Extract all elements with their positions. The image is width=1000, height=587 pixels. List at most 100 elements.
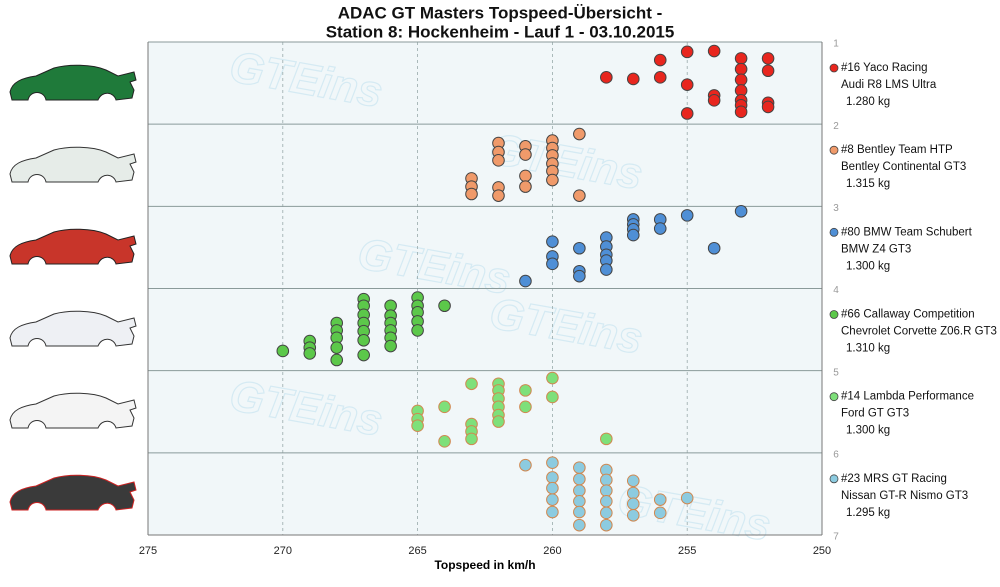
data-point xyxy=(761,52,775,65)
legend-label: #8 Bentley Team HTP xyxy=(841,144,953,156)
x-tick-label: 265 xyxy=(408,545,426,557)
data-point xyxy=(573,518,586,532)
data-point xyxy=(546,390,559,404)
legend-weight: 1.295 kg xyxy=(846,507,890,519)
data-point xyxy=(519,169,532,183)
data-point xyxy=(546,471,559,484)
data-point xyxy=(573,472,586,486)
data-point xyxy=(519,274,532,288)
car-images xyxy=(9,64,137,511)
data-point xyxy=(600,495,613,508)
car-image xyxy=(9,310,137,347)
data-point xyxy=(761,64,775,78)
chart-title: ADAC GT Masters Topspeed-Übersicht - xyxy=(338,3,663,22)
y-tick-label: 5 xyxy=(833,367,839,378)
data-point xyxy=(492,189,505,202)
data-point xyxy=(653,506,667,520)
data-point xyxy=(600,263,613,276)
data-point xyxy=(438,299,451,313)
data-point xyxy=(330,353,344,367)
car-image xyxy=(9,64,137,101)
data-point xyxy=(303,347,317,360)
data-point xyxy=(573,269,586,283)
data-point xyxy=(734,52,748,65)
x-tick-label: 250 xyxy=(813,545,831,557)
data-point xyxy=(546,257,559,271)
data-point xyxy=(626,228,640,242)
legend-weight: 1.300 kg xyxy=(846,425,890,437)
data-point xyxy=(600,506,613,520)
legend-label: #66 Callaway Competition xyxy=(841,309,975,321)
data-point xyxy=(600,484,613,497)
data-point xyxy=(600,518,613,532)
data-point xyxy=(465,432,478,446)
data-point xyxy=(357,333,370,347)
legend-weight: 1.315 kg xyxy=(846,178,890,190)
data-point xyxy=(734,62,748,76)
car-image xyxy=(9,146,137,183)
data-point xyxy=(519,458,532,472)
legend-marker xyxy=(829,63,839,73)
x-tick-label: 255 xyxy=(678,545,696,557)
data-point xyxy=(600,473,613,487)
data-point xyxy=(519,180,532,193)
data-point xyxy=(546,481,559,495)
data-point xyxy=(707,44,721,58)
data-point xyxy=(761,100,775,114)
data-point xyxy=(707,241,721,255)
data-point xyxy=(276,344,290,358)
data-point xyxy=(573,241,586,255)
y-tick-label: 7 xyxy=(833,532,839,543)
data-point xyxy=(519,400,532,414)
car-image xyxy=(9,228,137,265)
data-point xyxy=(680,45,694,59)
legend-label: #14 Lambda Performance xyxy=(841,391,974,403)
legend-marker xyxy=(829,474,839,484)
legend-car: Nissan GT-R Nismo GT3 xyxy=(841,490,968,502)
data-point xyxy=(573,127,586,141)
legend-car: Chevrolet Corvette Z06.R GT3 xyxy=(841,326,997,338)
data-point xyxy=(492,154,505,167)
data-point xyxy=(573,495,586,508)
data-point xyxy=(438,435,451,448)
legend-car: Bentley Continental GT3 xyxy=(841,161,966,173)
data-point xyxy=(519,384,532,397)
legend-car: BMW Z4 GT3 xyxy=(841,243,911,255)
legend-weight: 1.280 kg xyxy=(846,96,890,108)
data-point xyxy=(626,474,640,488)
car-image xyxy=(9,392,137,429)
data-point xyxy=(653,71,667,84)
data-point xyxy=(519,148,532,161)
data-point xyxy=(465,187,478,201)
chart-subtitle: Station 8: Hockenheim - Lauf 1 - 03.10.2… xyxy=(326,22,675,41)
data-point xyxy=(384,339,397,353)
car-image xyxy=(9,474,137,511)
data-point xyxy=(357,348,370,362)
data-point xyxy=(546,493,559,506)
y-tick-label: 4 xyxy=(833,285,839,296)
data-point xyxy=(573,484,586,497)
data-point xyxy=(546,371,559,385)
data-point xyxy=(465,377,478,391)
y-tick-label: 6 xyxy=(833,449,839,460)
legend-car: Ford GT GT3 xyxy=(841,408,909,420)
data-point xyxy=(492,415,505,428)
x-axis-label: Topspeed in km/h xyxy=(434,558,535,572)
data-point xyxy=(438,400,451,414)
data-point xyxy=(546,505,559,519)
data-point xyxy=(626,486,640,500)
legend-label: #16 Yaco Racing xyxy=(841,62,928,74)
legend-weight: 1.310 kg xyxy=(846,343,890,355)
x-tick-label: 275 xyxy=(139,545,157,557)
data-point xyxy=(411,324,424,337)
data-point xyxy=(330,341,344,354)
data-point xyxy=(573,461,586,474)
data-point xyxy=(734,73,748,87)
data-point xyxy=(626,497,640,511)
data-point xyxy=(573,189,586,202)
data-point xyxy=(600,432,613,446)
x-tick-label: 260 xyxy=(543,545,561,557)
legend-label: #23 MRS GT Racing xyxy=(841,473,947,485)
data-point xyxy=(653,53,667,67)
